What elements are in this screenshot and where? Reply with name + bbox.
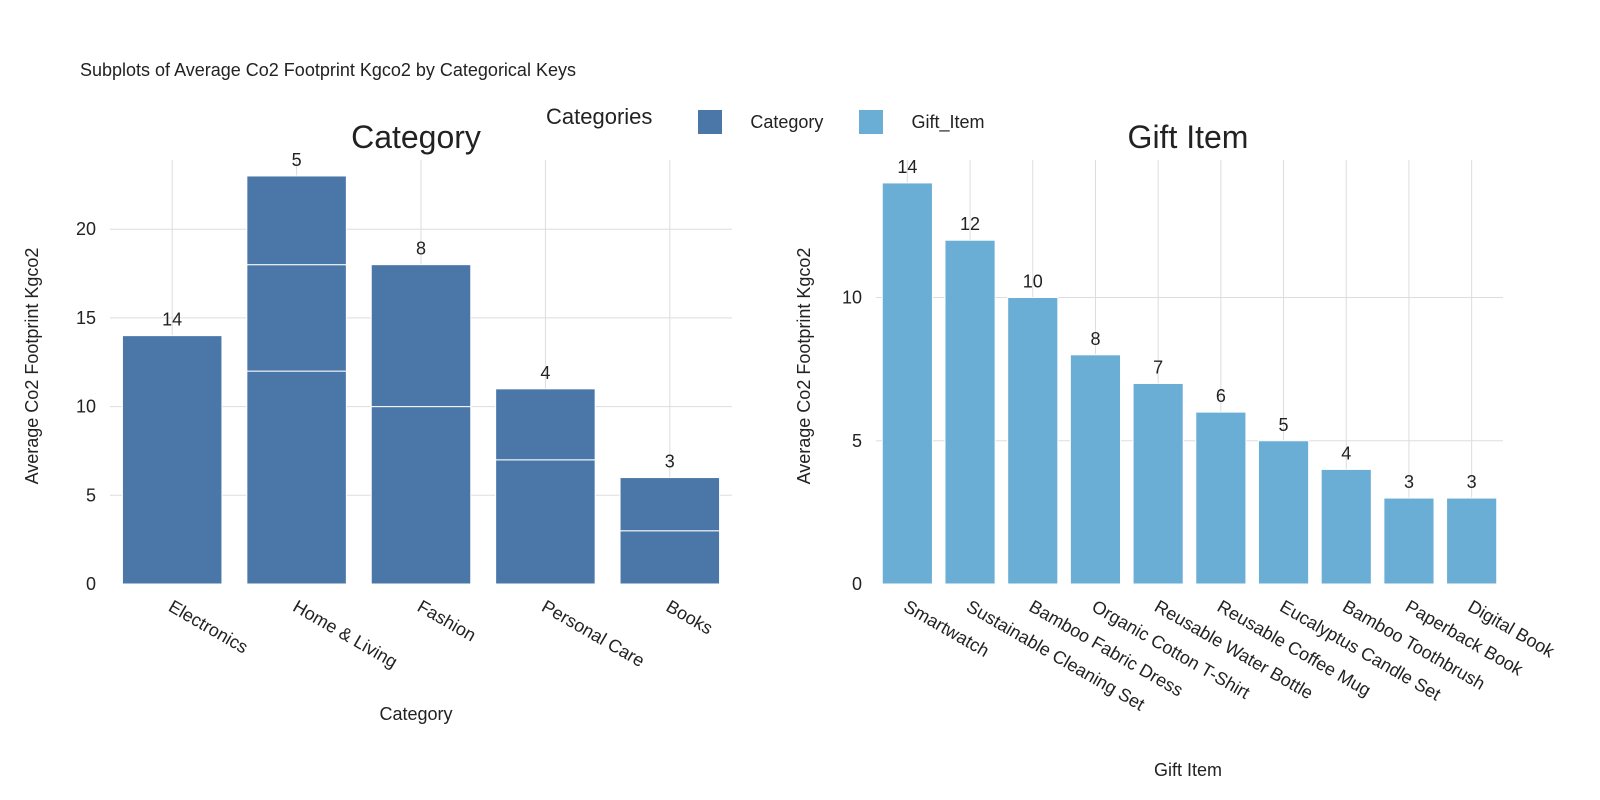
- gift-item-bar: [1195, 411, 1247, 585]
- legend-label-category: Category: [750, 111, 824, 132]
- legend-item-gift-item[interactable]: Gift_Item: [859, 110, 984, 134]
- category-y-tick-label: 15: [76, 308, 96, 328]
- category-bar: [619, 477, 721, 532]
- legend-swatch-category: [698, 110, 723, 134]
- gift-item-y-tick-label: 5: [852, 431, 862, 451]
- category-bar: [370, 264, 472, 408]
- category-bar: [246, 370, 347, 585]
- category-data-label: 8: [416, 239, 426, 259]
- gift-item-data-label: 12: [960, 214, 980, 234]
- category-bar: [495, 388, 596, 461]
- category-bar: [495, 459, 596, 585]
- gift-item-x-axis-title: Gift Item: [1154, 760, 1222, 780]
- legend-title: Categories: [546, 104, 653, 129]
- category-x-tick-label: Personal Care: [538, 596, 648, 671]
- gift-item-bar: [1007, 297, 1059, 585]
- gift-item-data-label: 6: [1216, 386, 1226, 406]
- gift-item-data-label: 4: [1341, 443, 1351, 463]
- gift-item-y-tick-label: 10: [842, 288, 862, 308]
- gift-item-bar: [1132, 382, 1184, 585]
- category-y-tick-label: 5: [86, 485, 96, 505]
- gift-item-data-label: 7: [1153, 357, 1163, 377]
- gift-item-data-label: 14: [897, 157, 917, 177]
- category-data-label: 5: [292, 150, 302, 170]
- gift-item-bar: [881, 182, 933, 585]
- category-data-label: 4: [540, 363, 550, 383]
- gift-item-bar: [1320, 468, 1372, 585]
- legend: Categories Category Gift_Item: [546, 102, 1020, 142]
- legend-label-gift-item: Gift_Item: [911, 111, 985, 132]
- gift-item-bar: [1446, 497, 1498, 585]
- category-x-tick-label: Books: [663, 596, 716, 638]
- gift-item-y-axis-title: Average Co2 Footprint Kgco2: [794, 248, 814, 485]
- category-x-tick-label: Fashion: [414, 596, 479, 645]
- category-data-label: 14: [162, 310, 182, 330]
- category-y-tick-label: 20: [76, 219, 96, 239]
- category-x-axis-title: Category: [379, 704, 452, 724]
- category-bar: [121, 335, 223, 585]
- category-bar: [246, 175, 347, 266]
- category-bar: [246, 264, 347, 372]
- gift-item-bar: [1257, 440, 1310, 585]
- category-subplot-title: Category: [351, 119, 481, 155]
- category-x-tick-label: Home & Living: [290, 596, 401, 672]
- category-bar: [370, 406, 472, 585]
- category-x-tick-label: Electronics: [165, 596, 251, 657]
- category-y-tick-label: 0: [86, 574, 96, 594]
- category-bar: [619, 530, 721, 585]
- gift-item-data-label: 3: [1404, 472, 1414, 492]
- category-y-axis-title: Average Co2 Footprint Kgco2: [22, 248, 42, 485]
- gift-item-data-label: 10: [1023, 272, 1043, 292]
- gift-item-data-label: 3: [1467, 472, 1477, 492]
- gift-item-bar: [944, 239, 996, 585]
- category-y-tick-label: 10: [76, 397, 96, 417]
- gift-item-subplot-title: Gift Item: [1128, 119, 1249, 155]
- gift-item-data-label: 8: [1090, 329, 1100, 349]
- category-data-label: 3: [665, 452, 675, 472]
- gift-item-data-label: 5: [1279, 415, 1289, 435]
- gift-item-y-tick-label: 0: [852, 574, 862, 594]
- chart-main-title: Subplots of Average Co2 Footprint Kgco2 …: [80, 60, 576, 80]
- gift-item-bar: [1383, 497, 1435, 585]
- legend-item-category[interactable]: Category: [698, 110, 823, 134]
- legend-swatch-gift-item: [859, 110, 884, 134]
- gift-item-bar: [1069, 354, 1122, 585]
